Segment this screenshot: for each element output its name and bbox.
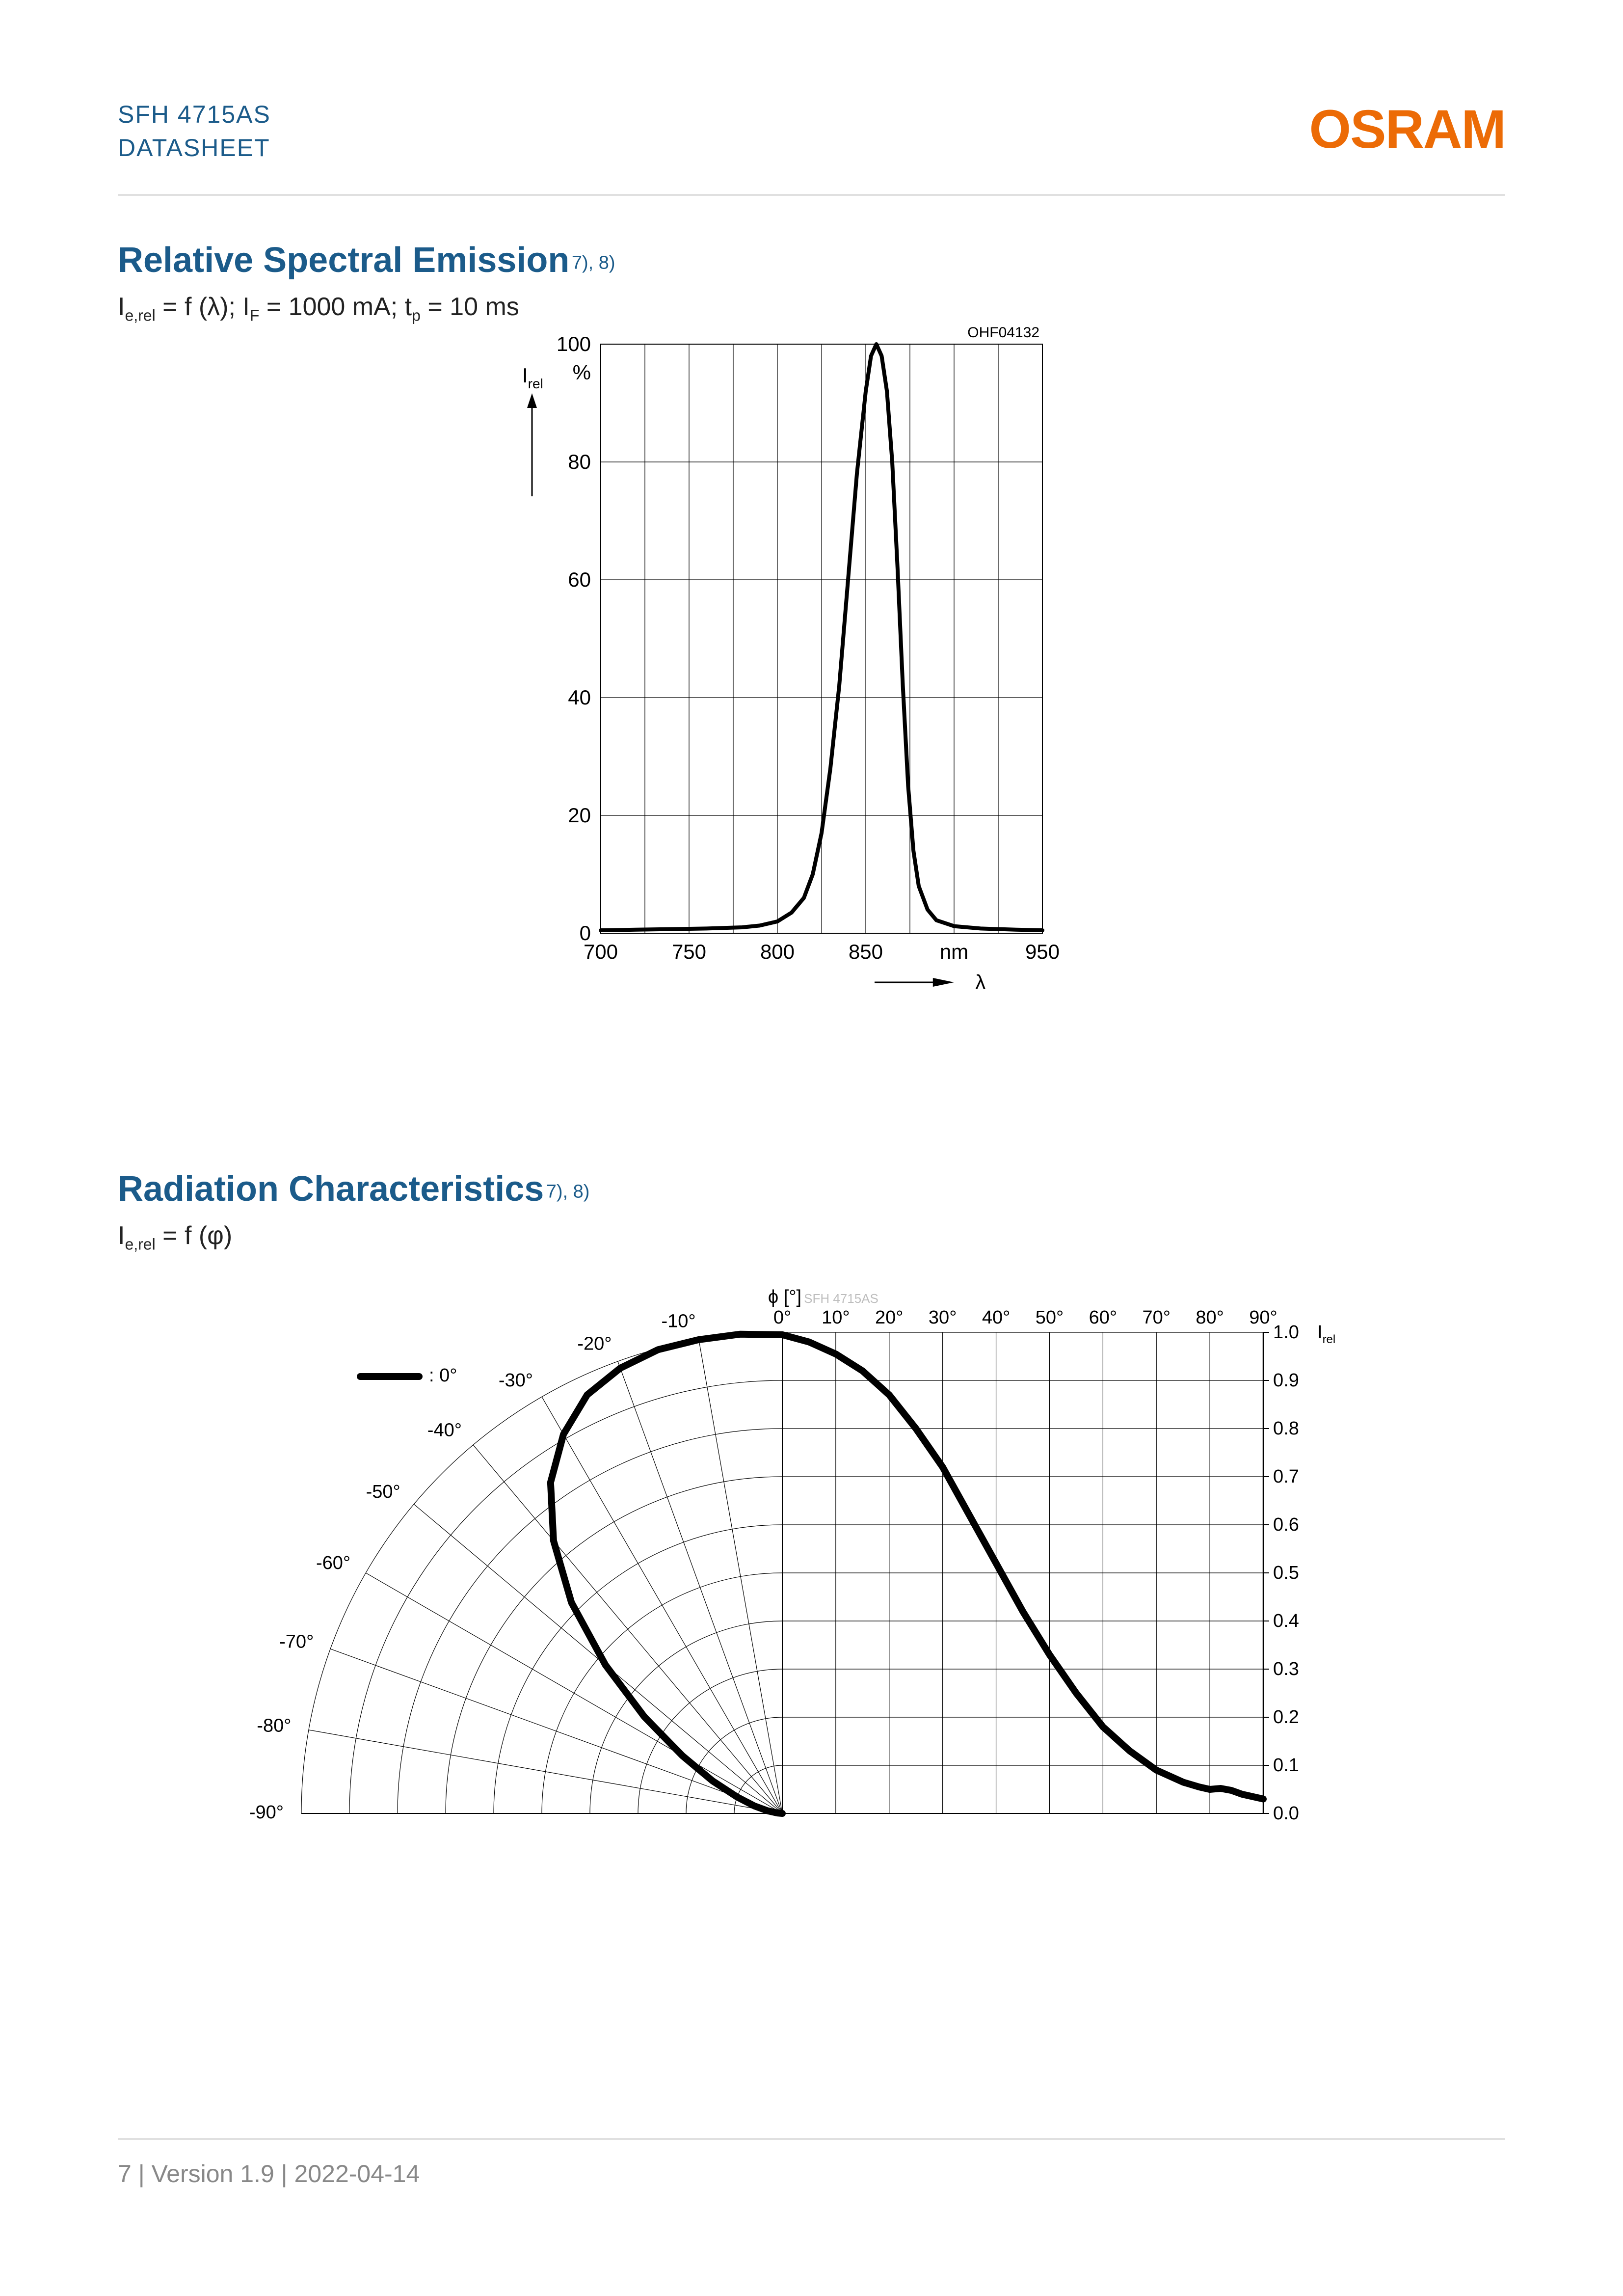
svg-text:: 0°: : 0° — [429, 1365, 457, 1386]
svg-text:80: 80 — [568, 450, 591, 473]
svg-text:0.3: 0.3 — [1273, 1659, 1299, 1679]
section2-subtitle: Ie,rel = f (φ) — [118, 1221, 1505, 1253]
svg-text:0.5: 0.5 — [1273, 1563, 1299, 1583]
section1-subtitle: Ie,rel = f (λ); IF = 1000 mA; tp = 10 ms — [118, 292, 1505, 324]
svg-text:Irel: Irel — [522, 364, 543, 391]
svg-text:SFH 4715AS: SFH 4715AS — [804, 1291, 878, 1306]
svg-text:0.1: 0.1 — [1273, 1755, 1299, 1776]
svg-text:50°: 50° — [1035, 1307, 1063, 1328]
section2-refs: 7), 8) — [546, 1182, 590, 1202]
svg-text:nm: nm — [939, 940, 968, 963]
svg-text:1.0: 1.0 — [1273, 1322, 1299, 1343]
svg-text:70°: 70° — [1142, 1307, 1170, 1328]
svg-text:-90°: -90° — [249, 1802, 283, 1823]
svg-text:0.2: 0.2 — [1273, 1707, 1299, 1728]
svg-text:20°: 20° — [875, 1307, 903, 1328]
svg-text:750: 750 — [671, 940, 706, 963]
svg-text:0.4: 0.4 — [1273, 1611, 1299, 1631]
section-spectral-emission: Relative Spectral Emission 7), 8) Ie,rel… — [118, 240, 1505, 1051]
svg-text:-20°: -20° — [577, 1333, 612, 1354]
svg-text:Irel: Irel — [1317, 1322, 1335, 1346]
section1-title: Relative Spectral Emission — [118, 241, 569, 280]
svg-text:80°: 80° — [1196, 1307, 1224, 1328]
svg-text:800: 800 — [760, 940, 794, 963]
section2-title: Radiation Characteristics — [118, 1169, 544, 1209]
svg-text:-80°: -80° — [257, 1715, 291, 1736]
svg-text:-50°: -50° — [366, 1482, 400, 1502]
page-header: SFH 4715AS DATASHEET OSRAM — [118, 98, 1505, 196]
svg-text:-60°: -60° — [316, 1553, 350, 1573]
svg-text:60°: 60° — [1089, 1307, 1117, 1328]
svg-text:-40°: -40° — [427, 1420, 461, 1440]
svg-text:40: 40 — [568, 686, 591, 709]
svg-text:λ: λ — [975, 971, 985, 994]
svg-text:0.8: 0.8 — [1273, 1418, 1299, 1439]
svg-text:20: 20 — [568, 804, 591, 827]
svg-text:-30°: -30° — [498, 1370, 532, 1391]
svg-text:0.7: 0.7 — [1273, 1466, 1299, 1487]
section1-heading: Relative Spectral Emission 7), 8) — [118, 240, 1505, 280]
part-number: SFH 4715AS — [118, 98, 271, 132]
svg-text:850: 850 — [848, 940, 882, 963]
section-radiation-characteristics: Radiation Characteristics 7), 8) Ie,rel … — [118, 1169, 1505, 1867]
svg-text:10°: 10° — [822, 1307, 850, 1328]
radiation-characteristics-chart: SFH 4715AS0°10°20°30°40°50°60°70°80°90°0… — [223, 1278, 1401, 1867]
svg-text:OHF04132: OHF04132 — [967, 324, 1039, 341]
svg-text:-10°: -10° — [661, 1311, 695, 1331]
svg-text:0.6: 0.6 — [1273, 1514, 1299, 1535]
brand-logo: OSRAM — [1309, 98, 1505, 161]
svg-text:950: 950 — [1025, 940, 1059, 963]
section1-refs: 7), 8) — [572, 253, 615, 273]
svg-text:ϕ [°]: ϕ [°] — [768, 1287, 801, 1307]
section2-heading: Radiation Characteristics 7), 8) — [118, 1169, 1505, 1209]
footer-text: 7 | Version 1.9 | 2022-04-14 — [118, 2160, 420, 2188]
svg-text:0.9: 0.9 — [1273, 1370, 1299, 1391]
page-footer: 7 | Version 1.9 | 2022-04-14 — [118, 2138, 1505, 2188]
svg-text:100: 100 — [556, 332, 590, 355]
svg-text:40°: 40° — [982, 1307, 1010, 1328]
svg-text:0°: 0° — [773, 1307, 791, 1328]
svg-text:-70°: -70° — [279, 1631, 314, 1652]
doc-type-label: DATASHEET — [118, 132, 271, 165]
part-title-block: SFH 4715AS DATASHEET — [118, 98, 271, 164]
svg-text:60: 60 — [568, 568, 591, 591]
svg-text:700: 700 — [583, 940, 617, 963]
svg-text:30°: 30° — [928, 1307, 956, 1328]
spectral-emission-chart: OHF04132020406080100%Irel700750800850950… — [493, 324, 1131, 1051]
svg-text:%: % — [572, 361, 590, 384]
svg-text:0.0: 0.0 — [1273, 1803, 1299, 1824]
